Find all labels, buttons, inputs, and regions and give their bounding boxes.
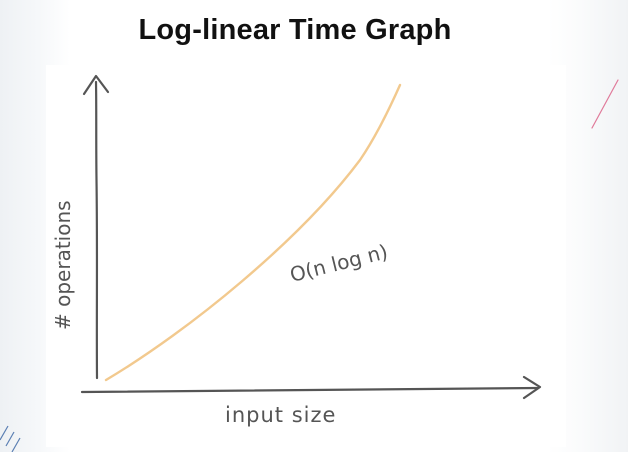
curve-label: O(n log n) [287,239,390,286]
y-axis-line [94,80,99,380]
slide-title: Log-linear Time Graph [138,14,452,46]
x-axis-line [80,386,540,394]
sketch-card [46,65,566,447]
x-axis-label: input size [225,403,336,427]
decorative-accent-line [591,79,619,129]
decorative-stripes [0,425,21,452]
y-axis-label: # operations [51,200,75,330]
y-axis-arrow-icon [82,74,110,96]
x-axis-arrow-icon [522,375,542,400]
nlogn-curve [104,83,402,382]
